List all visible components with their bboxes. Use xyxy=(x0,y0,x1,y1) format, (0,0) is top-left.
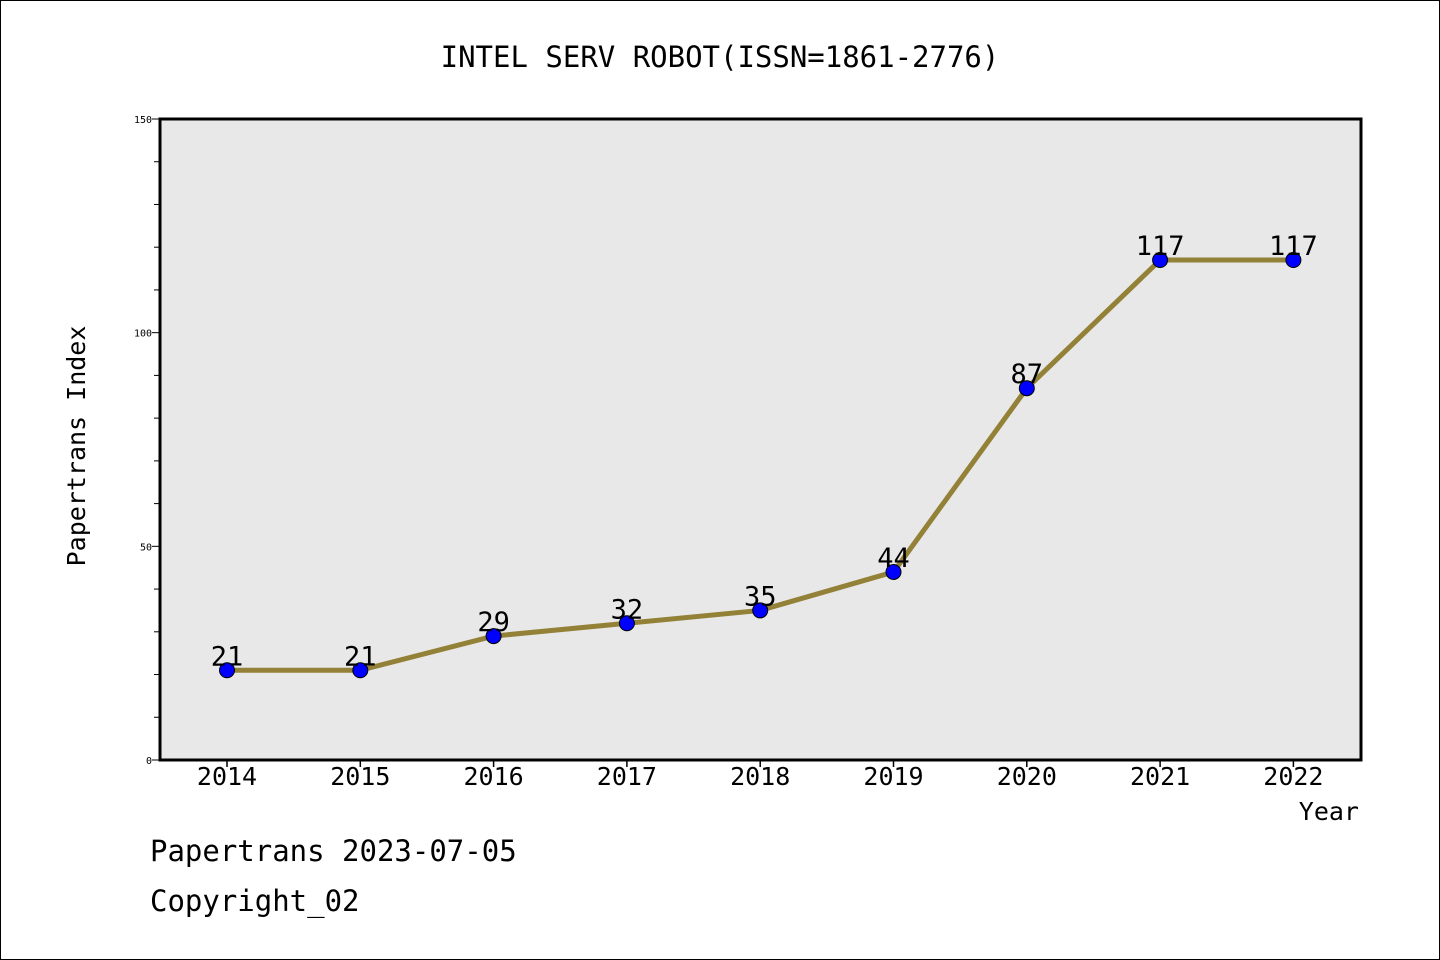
x-tick-label: 2020 xyxy=(997,762,1057,791)
plot-area xyxy=(158,117,1363,762)
data-point xyxy=(752,602,769,619)
data-point xyxy=(485,628,502,645)
x-axis-ticks: 2014 2015 2016 2017 2018 2019 2020 2021 2022 xyxy=(197,760,1324,791)
data-point xyxy=(885,563,902,580)
data-point xyxy=(1152,252,1169,269)
data-label: 117 xyxy=(1136,231,1185,262)
x-tick-label: 2019 xyxy=(863,762,923,791)
x-tick-label: 2018 xyxy=(730,762,790,791)
footer-copyright-line: Copyright_02 xyxy=(150,884,360,918)
data-label: 21 xyxy=(211,641,244,672)
data-point xyxy=(219,662,235,679)
x-tick-label: 2021 xyxy=(1130,762,1190,791)
y-tick-label: 0 xyxy=(146,756,152,767)
footer-date-line: Papertrans 2023-07-05 xyxy=(150,834,517,868)
data-labels: 21 21 29 32 35 44 87 117 117 xyxy=(211,231,1318,672)
data-label: 117 xyxy=(1269,231,1318,262)
data-point xyxy=(352,662,369,679)
y-axis-label: Papertrans Index xyxy=(62,326,91,567)
data-label: 35 xyxy=(744,581,777,612)
data-label: 44 xyxy=(877,543,910,574)
data-point xyxy=(1018,380,1035,397)
x-tick-label: 2022 xyxy=(1263,762,1323,791)
data-point xyxy=(1285,252,1302,269)
chart-title: INTEL SERV ROBOT(ISSN=1861-2776) xyxy=(441,40,1000,74)
data-label: 87 xyxy=(1011,359,1044,390)
data-label: 29 xyxy=(477,607,510,638)
y-tick-label: 150 xyxy=(134,115,152,126)
data-label: 32 xyxy=(611,594,644,625)
x-tick-label: 2014 xyxy=(197,762,257,791)
y-tick-label: 100 xyxy=(134,329,152,340)
x-tick-label: 2017 xyxy=(597,762,657,791)
x-tick-label: 2015 xyxy=(330,762,390,791)
data-label: 21 xyxy=(344,641,377,672)
data-point xyxy=(618,615,635,632)
x-axis-label: Year xyxy=(1299,797,1359,826)
data-points xyxy=(219,252,1302,679)
y-axis-ticks: 0 50 100 150 xyxy=(134,115,160,767)
y-tick-label: 50 xyxy=(140,542,152,553)
x-tick-label: 2016 xyxy=(463,762,523,791)
